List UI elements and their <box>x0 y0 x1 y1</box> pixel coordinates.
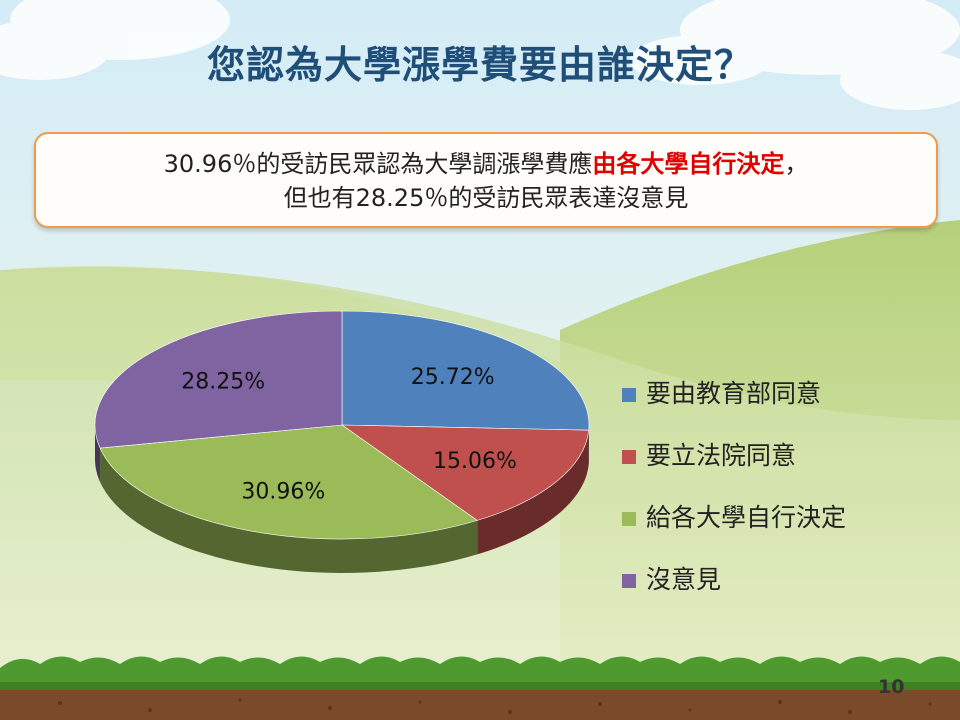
callout-highlight: 由各大學自行決定 <box>592 150 785 178</box>
pie-side-1 <box>477 430 589 555</box>
summary-callout: 30.96％的受訪民眾認為大學調漲學費應由各大學自行決定， 但也有28.25％的… <box>34 132 938 228</box>
legend-swatch-0 <box>622 388 636 402</box>
data-label-2: 30.96% <box>241 479 325 504</box>
legend-label-2: 給各大學自行決定 <box>646 503 847 532</box>
legend-swatch-1 <box>622 450 636 464</box>
pie-slice-2 <box>99 424 478 540</box>
data-label-1: 15.06% <box>433 449 517 474</box>
callout-line1-suffix: ， <box>784 150 809 178</box>
legend-swatch-3 <box>622 574 636 588</box>
pie-side-3 <box>95 425 101 483</box>
legend-swatch-2 <box>622 512 636 526</box>
legend-label-0: 要由教育部同意 <box>646 379 822 408</box>
legend-label-3: 沒意見 <box>646 565 722 594</box>
data-label-3: 28.25% <box>181 369 265 394</box>
pie-slice-0 <box>341 310 590 431</box>
slide-title: 您認為大學漲學費要由誰決定？ <box>206 43 753 87</box>
callout-line1-prefix: 30.96％的受訪民眾認為大學調漲學費應 <box>163 150 593 178</box>
data-label-0: 25.72% <box>411 365 495 390</box>
pie-data-labels: 25.72% 15.06% 30.96% 28.25% <box>181 365 517 504</box>
pie-slice-3 <box>94 310 343 449</box>
callout-line-1: 30.96％的受訪民眾認為大學調漲學費應由各大學自行決定， <box>36 147 936 181</box>
callout-line-2: 但也有28.25％的受訪民眾表達沒意見 <box>283 184 689 212</box>
page-number: 10 <box>878 676 905 698</box>
pie-side-walls <box>95 425 589 573</box>
pie-top <box>94 310 590 540</box>
pie-side-2 <box>100 448 478 573</box>
legend-label-1: 要立法院同意 <box>646 441 797 470</box>
pie-slice-1 <box>341 424 590 521</box>
